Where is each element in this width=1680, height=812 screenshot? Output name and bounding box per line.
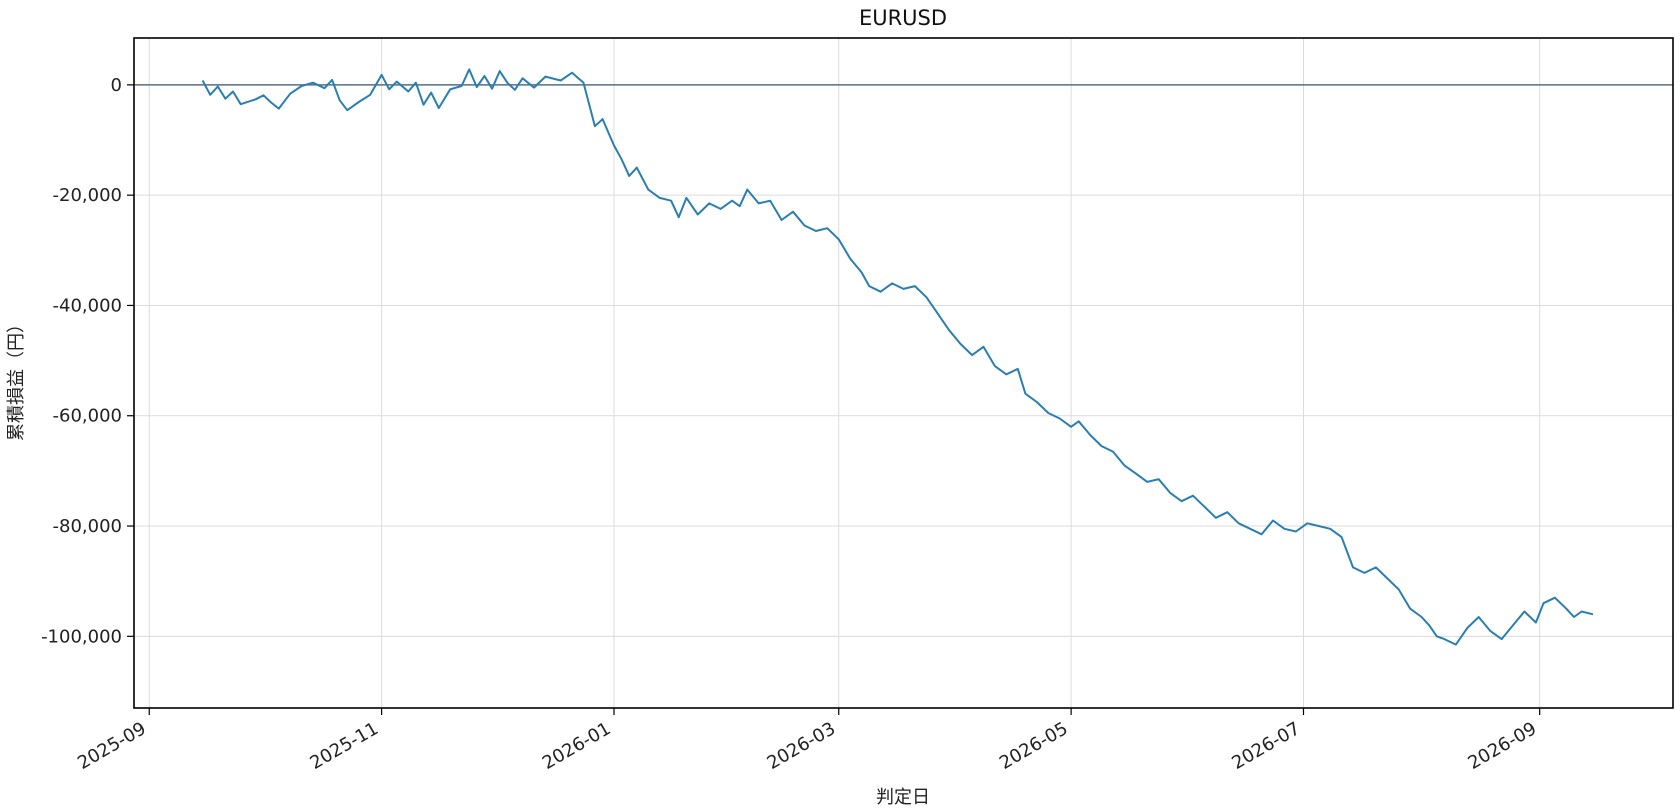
x-axis-label: 判定日 <box>876 787 930 808</box>
x-tick-label: 2026-07 <box>1228 718 1304 774</box>
x-tick-label: 2025-09 <box>74 718 150 774</box>
y-axis: 0 -20,000 -40,000 -60,000 -80,000 -100,000 <box>41 75 134 647</box>
x-tick-label: 2026-01 <box>539 718 615 774</box>
x-axis: 2025-09 2025-11 2026-01 2026-03 2026-05 2026-… <box>74 708 1541 774</box>
series-line <box>201 68 1594 646</box>
grid <box>134 38 1673 708</box>
y-tick-label: -20,000 <box>53 185 122 206</box>
y-axis-label: 累積損益（円） <box>6 315 27 441</box>
y-tick-label: 0 <box>111 75 122 96</box>
y-tick-label: -60,000 <box>53 406 122 427</box>
x-tick-label: 2025-11 <box>306 718 382 774</box>
x-tick-label: 2026-05 <box>996 718 1072 774</box>
x-tick-label: 2026-03 <box>764 718 840 774</box>
x-tick-label: 2026-09 <box>1465 718 1541 774</box>
y-tick-label: -80,000 <box>53 516 122 537</box>
plot-frame <box>133 37 1674 709</box>
y-tick-label: -100,000 <box>41 626 122 647</box>
chart-title: EURUSD <box>859 6 947 30</box>
y-tick-label: -40,000 <box>53 295 122 316</box>
